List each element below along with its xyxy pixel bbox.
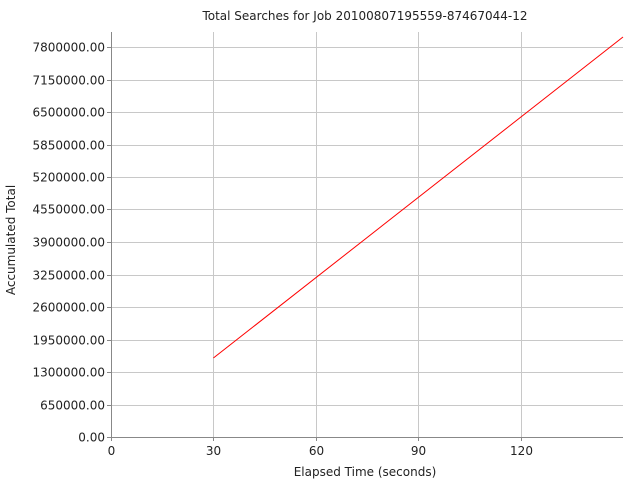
x-axis-title: Elapsed Time (seconds) bbox=[294, 465, 437, 479]
y-axis-title: Accumulated Total bbox=[4, 185, 18, 295]
y-tick-label: 1950000.00 bbox=[32, 334, 105, 348]
x-tick-label: 90 bbox=[411, 444, 426, 458]
y-tick-label: 5850000.00 bbox=[32, 139, 105, 153]
y-tick-label: 3900000.00 bbox=[32, 236, 105, 250]
chart-title: Total Searches for Job 20100807195559-87… bbox=[201, 9, 527, 23]
x-axis-ticks: 0 30 60 90 120 bbox=[108, 437, 533, 458]
y-tick-label: 2600000.00 bbox=[32, 301, 105, 315]
series-layer bbox=[213, 36, 624, 359]
grid bbox=[111, 32, 623, 437]
y-tick-label: 4550000.00 bbox=[32, 203, 105, 217]
y-tick-label: 3250000.00 bbox=[32, 269, 105, 283]
x-tick-label: 120 bbox=[510, 444, 533, 458]
x-tick-label: 30 bbox=[206, 444, 221, 458]
y-axis-ticks: 0.00 650000.00 1300000.00 1950000.00 2600000… bbox=[32, 41, 111, 445]
series-line bbox=[213, 36, 624, 359]
y-tick-label: 1300000.00 bbox=[32, 366, 105, 380]
y-tick-label: 5200000.00 bbox=[32, 171, 105, 185]
axes bbox=[111, 32, 623, 438]
y-tick-label: 650000.00 bbox=[40, 399, 105, 413]
y-tick-label: 7800000.00 bbox=[32, 41, 105, 55]
y-tick-label: 7150000.00 bbox=[32, 74, 105, 88]
y-tick-label: 6500000.00 bbox=[32, 106, 105, 120]
y-tick-label: 0.00 bbox=[78, 431, 105, 445]
x-tick-label: 60 bbox=[309, 444, 324, 458]
x-tick-label: 0 bbox=[108, 444, 116, 458]
